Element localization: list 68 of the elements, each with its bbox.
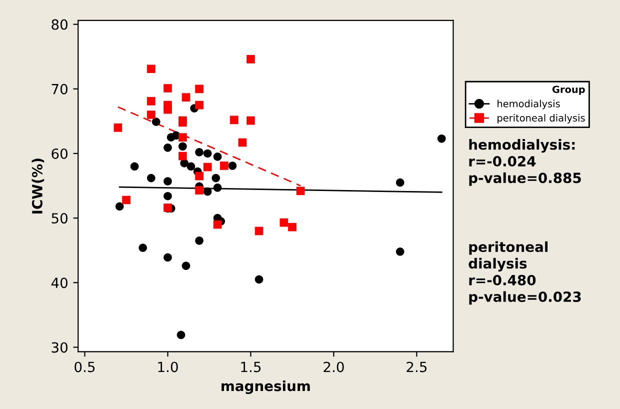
point [254, 226, 264, 236]
point [164, 144, 172, 152]
point [195, 236, 204, 245]
point [146, 64, 156, 74]
x-tick-label: 2.5 [406, 362, 427, 372]
point [195, 84, 204, 94]
point [238, 138, 247, 147]
text: peritoneal dialysis r=-0.480 p-value=0.023 [468, 241, 581, 305]
point [176, 330, 186, 340]
point [195, 148, 204, 156]
x-axis-title: magnesium [222, 380, 310, 394]
point [164, 253, 172, 262]
point [146, 110, 156, 119]
point [146, 174, 156, 182]
point [280, 218, 288, 227]
point [437, 134, 446, 143]
point [203, 187, 212, 196]
point [288, 222, 296, 232]
y-tick-label: 60 [52, 148, 68, 159]
point [178, 142, 187, 151]
point [186, 162, 196, 171]
x-tick-label: 1.5 [241, 362, 261, 372]
x-tick-label: 0.5 [74, 362, 95, 372]
point [213, 184, 222, 192]
legend-label: peritoneal dialysis [498, 114, 585, 124]
point [396, 247, 404, 256]
point [164, 177, 172, 186]
point [228, 162, 237, 170]
legend-label: hemodialysis [498, 100, 560, 110]
y-tick-label: 80 [52, 19, 68, 30]
point [146, 97, 156, 106]
point [138, 244, 148, 252]
point [203, 162, 212, 172]
point [130, 162, 139, 171]
point [220, 162, 228, 170]
legend-title: Group [552, 86, 585, 95]
y-axis-title: ICW(%) [32, 158, 44, 214]
y-tick-label: 70 [52, 84, 68, 94]
y-tick-label: 40 [51, 278, 68, 288]
point [115, 202, 124, 211]
point [114, 123, 122, 132]
point [212, 174, 220, 182]
point [164, 105, 172, 114]
text: hemodialysis: r=-0.024 p-value=0.885 [469, 139, 581, 186]
point [195, 186, 204, 194]
point [182, 93, 190, 102]
point [246, 116, 255, 125]
point [195, 100, 204, 110]
point [122, 196, 130, 204]
point [396, 178, 404, 187]
point [296, 186, 305, 196]
point [152, 118, 160, 126]
point [164, 192, 172, 200]
x-tick-label: 1.0 [158, 362, 178, 372]
point [246, 55, 255, 64]
point [182, 262, 190, 270]
point [230, 116, 238, 124]
point [178, 152, 187, 160]
point [213, 220, 222, 229]
point [164, 84, 172, 92]
y-tick-label: 30 [52, 342, 68, 353]
point [178, 133, 187, 142]
point [213, 152, 222, 161]
point [203, 149, 212, 158]
y-tick-label: 50 [52, 213, 68, 224]
point [195, 172, 204, 180]
x-tick-label: 2.0 [324, 362, 344, 372]
point [254, 275, 264, 284]
